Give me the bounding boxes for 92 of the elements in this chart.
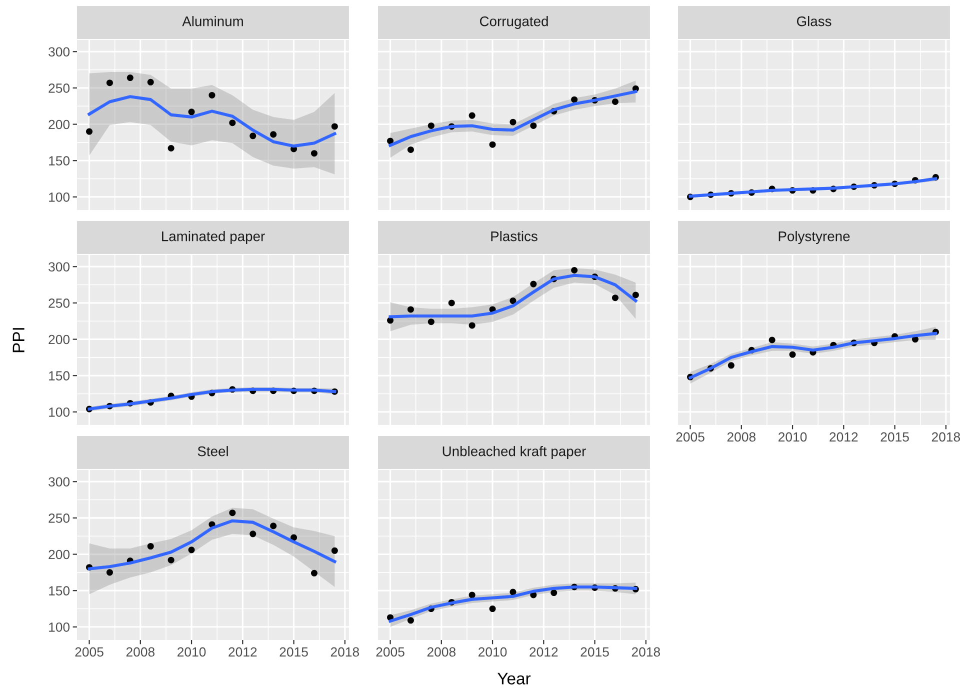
- point: [468, 322, 476, 329]
- point: [571, 267, 578, 274]
- x-tick-label: 2008: [427, 647, 456, 657]
- point: [310, 570, 318, 576]
- point: [510, 588, 516, 596]
- x-axis-title: Year: [498, 672, 531, 684]
- point: [632, 292, 639, 298]
- x-tick-label: 2005: [676, 432, 704, 442]
- point: [147, 78, 154, 86]
- point: [188, 546, 195, 554]
- point: [126, 74, 134, 82]
- point: [728, 362, 734, 369]
- y-tick-label: 100: [49, 622, 70, 632]
- point: [270, 131, 277, 138]
- point: [387, 138, 394, 144]
- x-tick-label: 2010: [778, 432, 807, 442]
- y-tick-label: 150: [49, 371, 70, 381]
- point: [510, 118, 516, 126]
- chart-title: Laminated paper: [162, 231, 265, 244]
- chart-title: Polystyrene: [778, 231, 850, 244]
- x-tick-label: 2008: [126, 647, 154, 657]
- point: [290, 534, 298, 541]
- point: [229, 120, 236, 126]
- point: [250, 132, 256, 140]
- point: [489, 141, 496, 148]
- y-tick-label: 250: [48, 84, 70, 93]
- x-tick-label: 2005: [376, 647, 404, 657]
- x-tick-label: 2008: [727, 432, 756, 442]
- point: [168, 144, 174, 152]
- point: [310, 150, 318, 157]
- x-tick-label: 2015: [280, 647, 308, 657]
- y-tick-label: 200: [48, 120, 70, 130]
- point: [571, 96, 578, 103]
- y-tick-label: 250: [48, 298, 70, 308]
- point: [489, 606, 496, 612]
- point: [468, 592, 476, 598]
- line-series: [88, 519, 336, 570]
- y-tick-label: 150: [49, 586, 70, 596]
- y-tick-label: 300: [48, 477, 70, 487]
- chart-title: Corrugated: [480, 16, 548, 29]
- x-tick-label: 2010: [478, 647, 507, 657]
- point: [768, 336, 776, 344]
- point: [428, 318, 434, 326]
- point: [407, 146, 414, 153]
- y-tick-label: 300: [48, 262, 70, 272]
- point: [550, 590, 558, 596]
- y-tick-label: 300: [48, 47, 70, 57]
- point: [468, 112, 476, 119]
- x-tick-label: 2012: [830, 432, 858, 442]
- point: [331, 123, 338, 130]
- point: [530, 122, 537, 129]
- point: [407, 306, 414, 313]
- point: [510, 298, 516, 304]
- x-tick-label: 2018: [632, 647, 660, 657]
- x-tick-label: 2015: [880, 432, 909, 442]
- point: [229, 510, 236, 516]
- point: [407, 617, 414, 624]
- x-tick-label: 2012: [530, 647, 558, 657]
- point: [188, 108, 195, 116]
- point: [331, 547, 338, 554]
- chart-title: Plastics: [491, 231, 538, 242]
- y-tick-label: 100: [49, 192, 70, 202]
- y-axis-title: PPI: [12, 328, 24, 352]
- point: [530, 280, 537, 288]
- y-tick-label: 150: [49, 156, 70, 166]
- chart-title: Glass: [796, 16, 832, 26]
- point: [208, 92, 216, 98]
- x-tick-label: 2015: [580, 647, 609, 657]
- chart-title: Steel: [198, 446, 228, 456]
- x-tick-label: 2018: [932, 432, 960, 442]
- point: [428, 122, 434, 129]
- y-tick-label: 250: [48, 514, 70, 523]
- point: [86, 128, 93, 135]
- point: [612, 98, 618, 106]
- x-tick-label: 2005: [75, 647, 104, 657]
- y-tick-label: 100: [49, 407, 70, 417]
- chart-title: Unbleached kraft paper: [442, 446, 586, 459]
- point: [612, 294, 618, 302]
- point: [168, 556, 174, 564]
- chart-title: Aluminum: [182, 16, 243, 26]
- point: [106, 569, 113, 576]
- x-tick-label: 2012: [228, 647, 257, 657]
- x-tick-label: 2010: [178, 647, 206, 657]
- point: [106, 80, 113, 86]
- point: [270, 522, 277, 530]
- point: [789, 351, 796, 358]
- y-tick-label: 200: [48, 550, 70, 560]
- y-tick-label: 200: [48, 334, 70, 344]
- point: [147, 543, 154, 550]
- point: [448, 300, 455, 306]
- point: [250, 530, 256, 538]
- x-tick-label: 2018: [330, 647, 360, 657]
